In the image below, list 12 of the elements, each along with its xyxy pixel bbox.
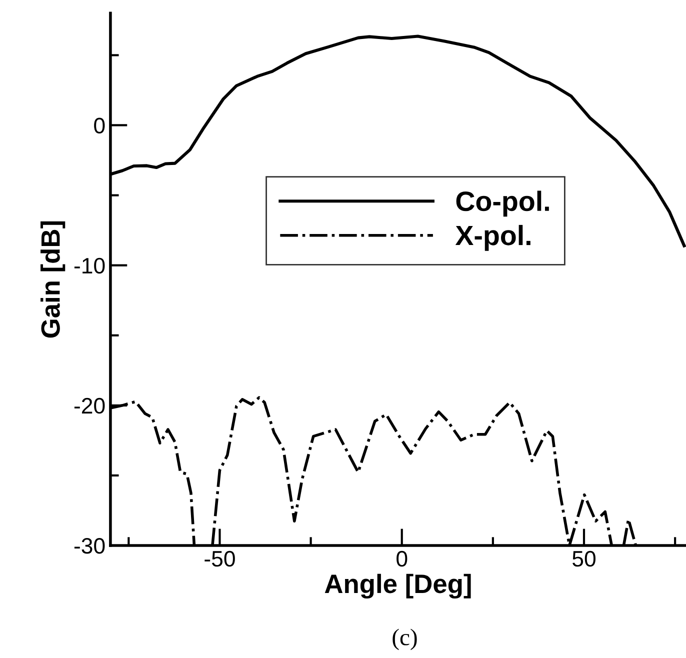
y-tick-label: 0 bbox=[94, 118, 105, 134]
y-tick-label: -30 bbox=[74, 538, 105, 554]
y-tick-label: -20 bbox=[74, 398, 105, 414]
y-axis-title: Gain [dB] bbox=[40, 221, 66, 338]
text: X-pol. bbox=[455, 224, 530, 251]
text: (c) bbox=[392, 628, 417, 650]
x-tick-label: 50 bbox=[572, 550, 596, 567]
x-tick-label: -50 bbox=[204, 550, 235, 567]
y-tick-label: -10 bbox=[74, 258, 105, 274]
x-tick-label: 0 bbox=[396, 550, 408, 567]
text: Co-pol. bbox=[456, 190, 549, 217]
x-axis-title: Angle [Deg] bbox=[324, 574, 471, 599]
